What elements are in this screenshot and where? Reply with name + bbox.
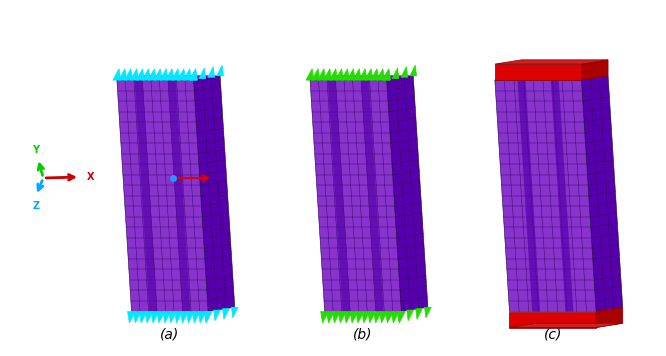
- Polygon shape: [359, 69, 367, 80]
- Polygon shape: [190, 69, 197, 80]
- Polygon shape: [326, 312, 334, 323]
- Polygon shape: [342, 69, 350, 80]
- Polygon shape: [117, 80, 208, 312]
- Polygon shape: [119, 69, 127, 80]
- Polygon shape: [321, 312, 329, 323]
- Polygon shape: [214, 310, 220, 321]
- Polygon shape: [365, 69, 373, 80]
- Polygon shape: [198, 312, 206, 323]
- Polygon shape: [178, 69, 186, 80]
- Polygon shape: [596, 307, 623, 328]
- Polygon shape: [193, 76, 234, 312]
- Polygon shape: [392, 68, 399, 79]
- Polygon shape: [139, 312, 147, 323]
- Polygon shape: [186, 312, 194, 323]
- Polygon shape: [495, 60, 608, 64]
- Polygon shape: [216, 65, 223, 76]
- Polygon shape: [371, 69, 379, 80]
- Polygon shape: [166, 69, 174, 80]
- Polygon shape: [384, 69, 390, 80]
- Polygon shape: [416, 309, 422, 319]
- Polygon shape: [353, 69, 361, 80]
- Polygon shape: [180, 312, 188, 323]
- Polygon shape: [208, 67, 214, 77]
- Polygon shape: [151, 312, 159, 323]
- Polygon shape: [374, 312, 382, 323]
- Polygon shape: [495, 80, 596, 312]
- Polygon shape: [168, 312, 176, 323]
- Polygon shape: [347, 69, 355, 80]
- Polygon shape: [310, 80, 401, 312]
- Polygon shape: [135, 80, 157, 312]
- Polygon shape: [509, 323, 623, 328]
- Text: Y: Y: [33, 145, 39, 155]
- Polygon shape: [310, 76, 413, 80]
- Polygon shape: [336, 69, 344, 80]
- Polygon shape: [361, 80, 384, 312]
- Polygon shape: [362, 312, 370, 323]
- Polygon shape: [163, 312, 171, 323]
- Polygon shape: [113, 69, 121, 80]
- Polygon shape: [324, 69, 332, 80]
- Polygon shape: [581, 60, 608, 80]
- Text: (a): (a): [161, 328, 179, 342]
- Polygon shape: [398, 312, 405, 322]
- Polygon shape: [174, 312, 182, 323]
- Text: X: X: [87, 172, 94, 182]
- Polygon shape: [205, 312, 212, 322]
- Polygon shape: [397, 312, 405, 323]
- Polygon shape: [232, 307, 238, 318]
- Polygon shape: [145, 312, 153, 323]
- Polygon shape: [551, 80, 573, 312]
- Polygon shape: [380, 312, 388, 323]
- Polygon shape: [168, 80, 190, 312]
- Polygon shape: [137, 69, 145, 80]
- Polygon shape: [377, 69, 385, 80]
- Polygon shape: [425, 307, 432, 318]
- Polygon shape: [131, 69, 139, 80]
- Polygon shape: [330, 69, 338, 80]
- Polygon shape: [332, 312, 340, 323]
- Polygon shape: [199, 68, 206, 79]
- Polygon shape: [128, 312, 136, 323]
- Polygon shape: [344, 312, 352, 323]
- Polygon shape: [172, 69, 180, 80]
- Polygon shape: [509, 312, 596, 328]
- Polygon shape: [318, 69, 326, 80]
- Polygon shape: [149, 69, 157, 80]
- Polygon shape: [143, 69, 151, 80]
- Polygon shape: [222, 309, 229, 319]
- Polygon shape: [204, 312, 212, 323]
- Polygon shape: [386, 312, 394, 323]
- Polygon shape: [495, 76, 608, 80]
- Text: Z: Z: [33, 201, 39, 211]
- Polygon shape: [368, 312, 376, 323]
- Polygon shape: [392, 312, 400, 323]
- Polygon shape: [189, 69, 197, 80]
- Polygon shape: [338, 312, 346, 323]
- Polygon shape: [192, 312, 200, 323]
- Polygon shape: [495, 64, 581, 80]
- Text: (b): (b): [353, 328, 373, 342]
- Polygon shape: [125, 69, 133, 80]
- Polygon shape: [117, 76, 220, 80]
- Polygon shape: [386, 76, 428, 312]
- Polygon shape: [184, 69, 192, 80]
- Polygon shape: [157, 312, 165, 323]
- Polygon shape: [356, 312, 364, 323]
- Polygon shape: [350, 312, 358, 323]
- Polygon shape: [154, 69, 162, 80]
- Polygon shape: [312, 69, 320, 80]
- Polygon shape: [517, 80, 540, 312]
- Polygon shape: [581, 76, 623, 312]
- Polygon shape: [382, 69, 390, 80]
- Polygon shape: [401, 67, 408, 77]
- Polygon shape: [306, 69, 314, 80]
- Polygon shape: [410, 65, 417, 76]
- Polygon shape: [407, 310, 414, 321]
- Polygon shape: [160, 69, 168, 80]
- Polygon shape: [133, 312, 141, 323]
- Text: (c): (c): [543, 328, 562, 342]
- Polygon shape: [328, 80, 350, 312]
